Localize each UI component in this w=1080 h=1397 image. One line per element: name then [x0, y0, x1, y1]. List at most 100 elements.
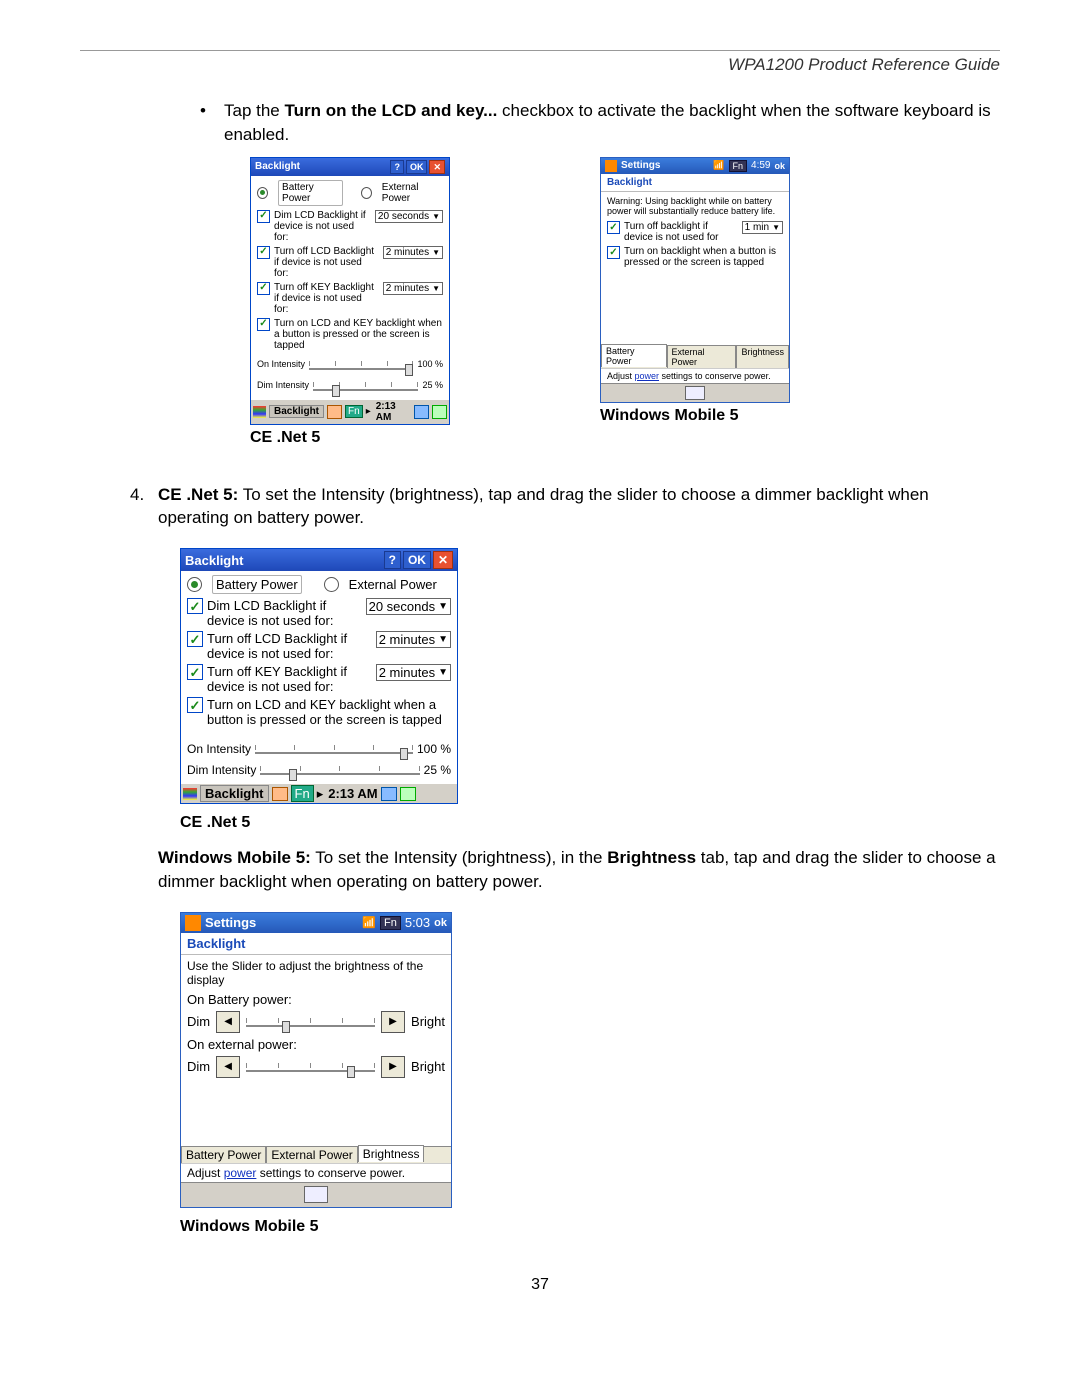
task-icon-2[interactable] — [414, 405, 429, 419]
external-label: External Power — [349, 577, 437, 592]
turn-on-label: Turn on LCD and KEY backlight when a but… — [207, 697, 451, 727]
fn-indicator: Fn — [380, 916, 401, 930]
task-icon-1[interactable] — [327, 405, 342, 419]
on-battery-label: On Battery power: — [187, 992, 445, 1007]
task-icon-3[interactable] — [432, 405, 447, 419]
wm-caption-b: Windows Mobile 5 — [180, 1218, 1000, 1236]
external-radio[interactable] — [324, 577, 339, 592]
tab-brightness[interactable]: Brightness — [358, 1145, 425, 1162]
turn-off-checkbox[interactable] — [607, 221, 620, 234]
wm5-mid: To set the Intensity (brightness), in th… — [311, 848, 607, 867]
turn-on-checkbox[interactable] — [257, 318, 270, 331]
on-external-label: On external power: — [187, 1037, 445, 1052]
decrease-button[interactable]: ◀ — [216, 1056, 240, 1078]
external-radio[interactable] — [361, 187, 372, 199]
tab-battery[interactable]: Battery Power — [601, 344, 667, 367]
battery-label: Battery Power — [212, 575, 302, 594]
battery-slider[interactable] — [246, 1014, 375, 1030]
tab-external[interactable]: External Power — [266, 1146, 357, 1163]
task-icon-2[interactable] — [381, 787, 397, 801]
off-key-select[interactable]: 2 minutes▼ — [376, 664, 451, 681]
ce-small-window: Backlight ? OK ✕ Battery Power External … — [250, 157, 450, 425]
dim-intensity-value: 25 % — [422, 380, 443, 390]
ok-button[interactable]: OK — [403, 551, 431, 569]
clock: 5:03 — [405, 915, 430, 930]
dim-label: Dim — [187, 1059, 210, 1074]
start-icon[interactable] — [253, 406, 266, 418]
clock: 4:59 — [751, 160, 770, 171]
decrease-button[interactable]: ◀ — [216, 1011, 240, 1033]
on-intensity-value: 100 % — [417, 359, 443, 369]
off-key-label: Turn off KEY Backlight if device is not … — [274, 282, 379, 315]
ok-button[interactable]: ok — [774, 161, 785, 171]
start-icon[interactable] — [605, 160, 617, 172]
off-lcd-select[interactable]: 2 minutes▼ — [383, 246, 443, 259]
dim-intensity-label: Dim Intensity — [257, 380, 309, 390]
bullet-bold: Turn on the LCD and key... — [285, 101, 498, 120]
task-label[interactable]: Backlight — [200, 785, 269, 802]
ce-title: Backlight — [255, 161, 300, 172]
ce-big-window: Backlight ? OK ✕ Battery Power External … — [180, 548, 458, 804]
dim-lcd-select[interactable]: 20 seconds▼ — [366, 598, 451, 615]
on-intensity-label: On Intensity — [257, 359, 305, 369]
bright-label: Bright — [411, 1059, 445, 1074]
dim-lcd-select[interactable]: 20 seconds▼ — [375, 210, 443, 223]
backlight-heading: Backlight — [601, 174, 789, 192]
turn-on-checkbox[interactable] — [187, 697, 203, 713]
tab-brightness[interactable]: Brightness — [736, 345, 789, 368]
dim-lcd-label: Dim LCD Backlight if device is not used … — [207, 598, 362, 628]
step-4: 4. CE .Net 5: To set the Intensity (brig… — [130, 483, 1000, 531]
dim-intensity-slider[interactable] — [313, 378, 418, 393]
wifi-icon: 📶 — [713, 160, 724, 171]
close-button[interactable]: ✕ — [433, 551, 453, 569]
start-icon[interactable] — [183, 788, 197, 800]
off-lcd-select[interactable]: 2 minutes▼ — [376, 631, 451, 648]
tab-battery[interactable]: Battery Power — [181, 1146, 266, 1163]
help-button[interactable]: ? — [384, 551, 401, 569]
fn-indicator: Fn — [729, 160, 748, 172]
ok-button[interactable]: ok — [434, 917, 447, 929]
battery-radio[interactable] — [187, 577, 202, 592]
off-lcd-checkbox[interactable] — [187, 631, 203, 647]
close-button[interactable]: ✕ — [429, 160, 445, 174]
dim-intensity-slider[interactable] — [260, 762, 419, 777]
ce-caption-b: CE .Net 5 — [180, 814, 1000, 832]
external-slider[interactable] — [246, 1059, 375, 1075]
power-link[interactable]: power — [635, 371, 660, 381]
off-key-checkbox[interactable] — [187, 664, 203, 680]
bullet-pre: Tap the — [224, 101, 285, 120]
increase-button[interactable]: ▶ — [381, 1011, 405, 1033]
dim-intensity-label: Dim Intensity — [187, 763, 256, 777]
dim-lcd-checkbox[interactable] — [257, 210, 270, 223]
task-icon-1[interactable] — [272, 787, 288, 801]
wifi-icon: 📶 — [362, 916, 376, 929]
off-key-select[interactable]: 2 minutes▼ — [383, 282, 443, 295]
on-intensity-slider[interactable] — [309, 357, 413, 372]
adjust-post: settings to conserve power. — [659, 371, 771, 381]
adjust-post: settings to conserve power. — [256, 1166, 405, 1180]
dim-lcd-checkbox[interactable] — [187, 598, 203, 614]
turn-off-select[interactable]: 1 min▼ — [742, 221, 783, 234]
wm5-bold1: Windows Mobile 5: — [158, 848, 311, 867]
turn-on-checkbox[interactable] — [607, 246, 620, 259]
power-link[interactable]: power — [224, 1166, 257, 1180]
on-intensity-slider[interactable] — [255, 741, 413, 756]
keyboard-icon[interactable] — [304, 1186, 328, 1203]
dim-lcd-label: Dim LCD Backlight if device is not used … — [274, 210, 371, 243]
help-button[interactable]: ? — [390, 160, 404, 174]
on-intensity-label: On Intensity — [187, 742, 251, 756]
off-key-checkbox[interactable] — [257, 282, 270, 295]
adjust-pre: Adjust — [187, 1166, 224, 1180]
ok-button[interactable]: OK — [406, 160, 428, 174]
turn-on-label: Turn on LCD and KEY backlight when a but… — [274, 318, 443, 351]
task-label[interactable]: Backlight — [269, 405, 324, 418]
keyboard-icon[interactable] — [685, 386, 705, 400]
task-icon-3[interactable] — [400, 787, 416, 801]
off-lcd-checkbox[interactable] — [257, 246, 270, 259]
ce-title: Backlight — [185, 553, 244, 568]
increase-button[interactable]: ▶ — [381, 1056, 405, 1078]
dim-intensity-value: 25 % — [424, 763, 451, 777]
battery-radio[interactable] — [257, 187, 268, 199]
start-icon[interactable] — [185, 915, 201, 931]
tab-external[interactable]: External Power — [667, 345, 737, 368]
